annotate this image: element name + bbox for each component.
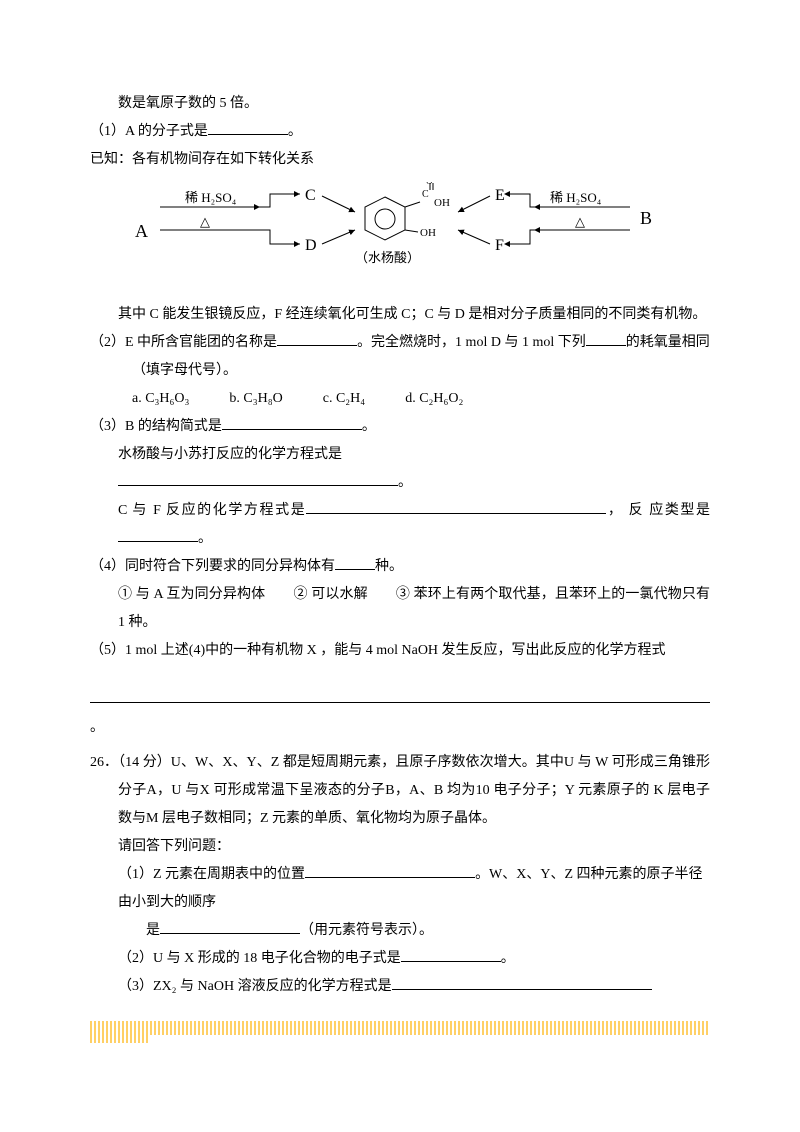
p3-tail: 。 xyxy=(398,475,412,490)
h2so4-right: 稀 H₂SO₄ xyxy=(550,190,602,205)
svg-text:OH: OH xyxy=(420,227,436,239)
p4b: 种。 xyxy=(375,559,403,574)
blank xyxy=(118,471,398,486)
svg-text:OH: OH xyxy=(434,197,450,209)
footer-pattern-2 xyxy=(90,1035,150,1043)
q26-p1c: 是 （用元素符号表示）。 xyxy=(90,917,710,945)
q25-lead: 数是氧原子数的 5 倍。 xyxy=(90,90,710,118)
q26-part3: （3）ZX₂ 与 NaOH 溶液反应的化学方程式是 xyxy=(90,973,710,1001)
p3-line3: 。 xyxy=(90,469,710,497)
option-a: a. C₃H₆O₃ xyxy=(132,385,189,413)
p3a: （3）B 的结构简式是 xyxy=(90,419,222,434)
blank xyxy=(118,527,198,542)
option-b: b. C₃H₈O xyxy=(229,385,282,413)
blank xyxy=(222,415,362,430)
node-e: E xyxy=(495,187,505,204)
blank xyxy=(208,120,288,135)
p5-blank xyxy=(90,686,710,714)
q26-part1: （1）Z 元素在周期表中的位置。W、X、Y、Z 四种元素的原子半径由小到大的顺序 xyxy=(90,861,710,917)
node-c: C xyxy=(305,187,316,204)
q25-known: 已知：各有机物间存在如下转化关系 xyxy=(90,146,710,174)
q25-part4: （4）同时符合下列要求的同分异构体有 种。 xyxy=(90,553,710,581)
reaction-diagram: A 稀 H₂SO₄ △ C D C O O xyxy=(130,182,710,293)
q26-ask: 请回答下列问题： xyxy=(90,833,710,861)
q25-part2: （2）E 中所含官能团的名称是 。完全燃烧时，1 mol D 与 1 mol 下列… xyxy=(90,329,710,385)
blank xyxy=(586,331,626,346)
p5-tail: 。 xyxy=(90,714,710,742)
p3b: 。 xyxy=(362,419,376,434)
svg-text:O: O xyxy=(426,182,433,186)
spacer xyxy=(90,665,710,686)
p3a: （3）ZX₂ 与 NaOH 溶液反应的化学方程式是 xyxy=(118,979,392,994)
p2a: （2）E 中所含官能团的名称是 xyxy=(90,335,277,350)
q25-options: a. C₃H₆O₃ b. C₃H₈O c. C₂H₄ d. C₂H₆O₂ xyxy=(90,385,710,413)
p1-tail: 。 xyxy=(288,124,302,139)
q25-part3: （3）B 的结构简式是 。 xyxy=(90,413,710,441)
footer-pattern xyxy=(90,1021,710,1035)
node-a: A xyxy=(135,221,148,241)
spacer xyxy=(90,742,710,749)
blank xyxy=(160,919,300,934)
blank xyxy=(277,331,357,346)
page-content: 数是氧原子数的 5 倍。 （1）A 的分子式是。 已知：各有机物间存在如下转化关… xyxy=(0,0,800,1073)
node-b: B xyxy=(640,208,652,228)
q25-part5: （5）1 mol 上述(4)中的一种有机物 X ，能与 4 mol NaOH 发… xyxy=(90,637,710,665)
p3l4b: ， 反 应类型是 xyxy=(606,503,710,518)
p4-line2: ① 与 A 互为同分异构体 ② 可以水解 ③ 苯环上有两个取代基，且苯环上的一氯… xyxy=(90,581,710,637)
option-c: c. C₂H₄ xyxy=(323,385,365,413)
p2a: （2）U 与 X 形成的 18 电子化合物的电子式是 xyxy=(118,951,401,966)
blank xyxy=(335,555,375,570)
p1a: （1）Z 元素在周期表中的位置 xyxy=(118,867,305,882)
delta-right: △ xyxy=(575,214,585,229)
p3l4a: C 与 F 反应的化学方程式是 xyxy=(118,503,306,518)
p3-line4: C 与 F 反应的化学方程式是 ， 反 应类型是。 xyxy=(90,497,710,553)
salicylic-label: （水杨酸） xyxy=(355,250,420,265)
node-d: D xyxy=(305,237,317,254)
q26-part2: （2）U 与 X 形成的 18 电子化合物的电子式是 。 xyxy=(90,945,710,973)
p1d: （用元素符号表示）。 xyxy=(300,923,433,938)
blank xyxy=(305,863,475,878)
salicylic-acid-icon: C O OH OH xyxy=(365,182,450,240)
q25-part1: （1）A 的分子式是 。 xyxy=(90,118,710,146)
svg-text:C: C xyxy=(422,189,429,200)
p4a: （4）同时符合下列要求的同分异构体有 xyxy=(90,559,335,574)
option-d: d. C₂H₆O₂ xyxy=(405,385,463,413)
node-f: F xyxy=(495,237,504,254)
blank xyxy=(401,947,501,962)
p3-line2: 水杨酸与小苏打反应的化学方程式是 xyxy=(90,441,710,469)
blank xyxy=(306,499,606,514)
p3l4c: 。 xyxy=(198,531,212,546)
q26-header: 26．（14 分）U、W、X、Y、Z 都是短周期元素，且原子序数依次增大。其中U… xyxy=(90,749,710,833)
p1c: 是 xyxy=(146,923,160,938)
p2b: 。 xyxy=(501,951,515,966)
delta-left: △ xyxy=(200,214,210,229)
q25-post-diagram: 其中 C 能发生银镜反应，F 经连续氧化可生成 C；C 与 D 是相对分子质量相… xyxy=(90,301,710,329)
p2b: 。完全燃烧时，1 mol D 与 1 mol 下列 xyxy=(357,335,586,350)
p1-text: （1）A 的分子式是 xyxy=(90,124,208,139)
h2so4-left: 稀 H₂SO₄ xyxy=(185,190,237,205)
blank xyxy=(392,975,652,990)
blank xyxy=(90,688,710,703)
